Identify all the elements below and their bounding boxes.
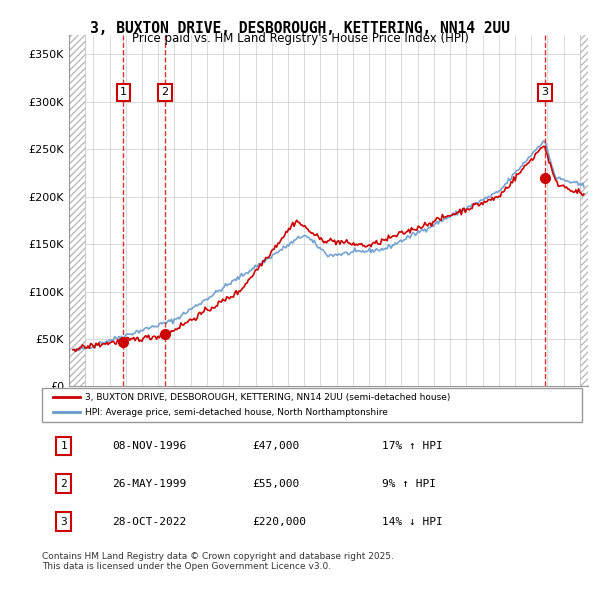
Text: 14% ↓ HPI: 14% ↓ HPI [382,517,443,526]
Bar [69,35,85,386]
Text: Price paid vs. HM Land Registry's House Price Index (HPI): Price paid vs. HM Land Registry's House … [131,32,469,45]
Text: £55,000: £55,000 [253,479,300,489]
Text: 1: 1 [60,441,67,451]
Text: 3, BUXTON DRIVE, DESBOROUGH, KETTERING, NN14 2UU: 3, BUXTON DRIVE, DESBOROUGH, KETTERING, … [90,21,510,35]
Text: 3: 3 [60,517,67,526]
Text: 3: 3 [541,87,548,97]
FancyBboxPatch shape [42,388,582,422]
Text: £47,000: £47,000 [253,441,300,451]
Text: HPI: Average price, semi-detached house, North Northamptonshire: HPI: Average price, semi-detached house,… [85,408,388,417]
Text: 1: 1 [120,87,127,97]
Text: 26-MAY-1999: 26-MAY-1999 [112,479,187,489]
Text: 17% ↑ HPI: 17% ↑ HPI [382,441,443,451]
Text: 3, BUXTON DRIVE, DESBOROUGH, KETTERING, NN14 2UU (semi-detached house): 3, BUXTON DRIVE, DESBOROUGH, KETTERING, … [85,393,451,402]
Text: £220,000: £220,000 [253,517,307,526]
Text: 9% ↑ HPI: 9% ↑ HPI [382,479,436,489]
Text: 2: 2 [60,479,67,489]
Text: Contains HM Land Registry data © Crown copyright and database right 2025.
This d: Contains HM Land Registry data © Crown c… [42,552,394,571]
Text: 2: 2 [161,87,168,97]
Text: 28-OCT-2022: 28-OCT-2022 [112,517,187,526]
Text: 08-NOV-1996: 08-NOV-1996 [112,441,187,451]
